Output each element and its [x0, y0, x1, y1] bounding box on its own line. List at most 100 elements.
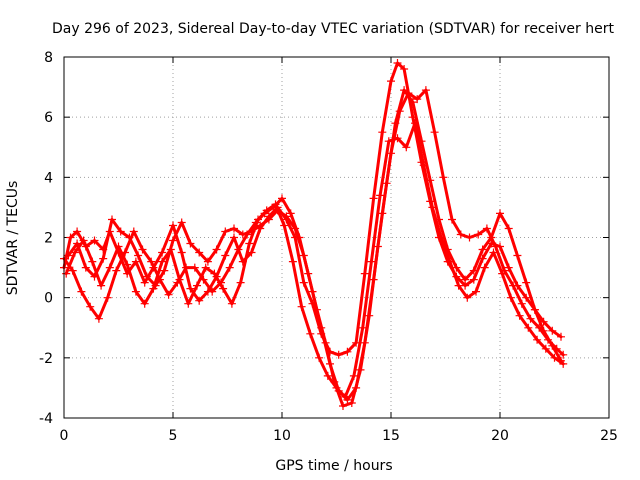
data-point	[557, 332, 565, 341]
data-point	[230, 224, 238, 233]
data-point	[299, 251, 308, 260]
data-point	[332, 383, 341, 392]
data-point	[393, 134, 402, 143]
data-point	[149, 284, 158, 293]
data-point	[454, 281, 463, 290]
data-point	[81, 263, 90, 272]
data-point	[177, 218, 186, 227]
data-point	[474, 230, 483, 239]
data-point	[112, 266, 121, 275]
data-point	[504, 263, 513, 272]
data-point	[326, 359, 334, 368]
data-point	[384, 137, 393, 146]
data-point	[400, 65, 409, 73]
data-point	[393, 59, 402, 67]
data-point	[430, 128, 439, 137]
data-point	[550, 353, 559, 362]
data-point	[264, 215, 273, 224]
data-point	[77, 287, 86, 296]
y-axis-label: SDTVAR / TECUs	[5, 181, 21, 296]
x-tick-label: 5	[169, 428, 178, 444]
data-point	[535, 323, 544, 332]
data-point	[387, 77, 395, 86]
data-point	[169, 221, 177, 230]
data-point	[408, 98, 417, 107]
x-tick-label: 25	[600, 428, 618, 444]
data-point	[282, 212, 291, 221]
data-point	[158, 257, 167, 266]
data-point	[378, 209, 387, 218]
data-point	[533, 335, 542, 344]
data-point	[108, 215, 116, 224]
data-point	[334, 350, 343, 359]
data-point	[402, 143, 411, 152]
data-point	[160, 266, 169, 275]
data-point	[343, 347, 352, 356]
data-point	[419, 161, 428, 170]
data-point	[116, 227, 125, 236]
data-point	[210, 269, 219, 278]
data-point	[94, 314, 103, 323]
data-point	[517, 299, 526, 308]
y-tick-label: 6	[44, 110, 53, 126]
data-point	[376, 191, 385, 200]
data-point	[317, 323, 326, 332]
data-point	[369, 194, 378, 203]
data-point	[195, 296, 204, 305]
data-point	[315, 353, 324, 362]
data-point	[236, 278, 245, 287]
data-point	[541, 344, 550, 353]
data-point	[395, 107, 404, 116]
data-point	[491, 242, 500, 251]
data-point	[278, 194, 286, 203]
data-point	[169, 236, 177, 245]
data-point	[140, 278, 149, 287]
y-tick-label: 4	[44, 170, 53, 186]
data-point	[291, 224, 300, 233]
data-point	[323, 371, 332, 380]
series-line	[64, 121, 565, 399]
data-point	[378, 128, 387, 137]
series-track-1	[60, 59, 565, 359]
data-point	[456, 230, 465, 239]
grid	[64, 57, 609, 418]
data-point	[524, 323, 533, 332]
data-point	[286, 209, 295, 218]
data-point	[125, 233, 134, 242]
data-point	[147, 257, 156, 266]
data-point	[230, 233, 238, 242]
data-point	[559, 350, 568, 359]
data-point	[360, 269, 369, 278]
data-point	[445, 257, 454, 266]
data-point	[221, 227, 230, 236]
data-point	[182, 263, 191, 272]
data-point	[437, 233, 446, 242]
data-point	[504, 224, 513, 233]
data-point	[175, 275, 184, 284]
plot-frame	[63, 56, 610, 419]
data-point	[79, 236, 88, 245]
data-point	[68, 266, 77, 275]
data-point	[129, 227, 138, 236]
data-point	[225, 263, 234, 272]
data-point	[97, 281, 106, 290]
data-point	[515, 311, 524, 320]
data-point	[88, 257, 97, 266]
data-point	[360, 338, 369, 347]
data-point	[428, 203, 437, 212]
data-point	[522, 293, 531, 302]
data-point	[234, 245, 243, 254]
data-point	[526, 314, 535, 323]
data-point	[306, 329, 315, 338]
data-point	[544, 335, 552, 344]
data-point	[142, 272, 151, 281]
data-point	[90, 236, 99, 245]
series-line	[62, 61, 563, 357]
data-point	[411, 119, 419, 128]
data-point	[73, 227, 82, 236]
data-point	[271, 200, 280, 209]
x-axis-label: GPS time / hours	[275, 458, 392, 474]
data-point	[99, 254, 108, 263]
data-point	[164, 290, 173, 299]
